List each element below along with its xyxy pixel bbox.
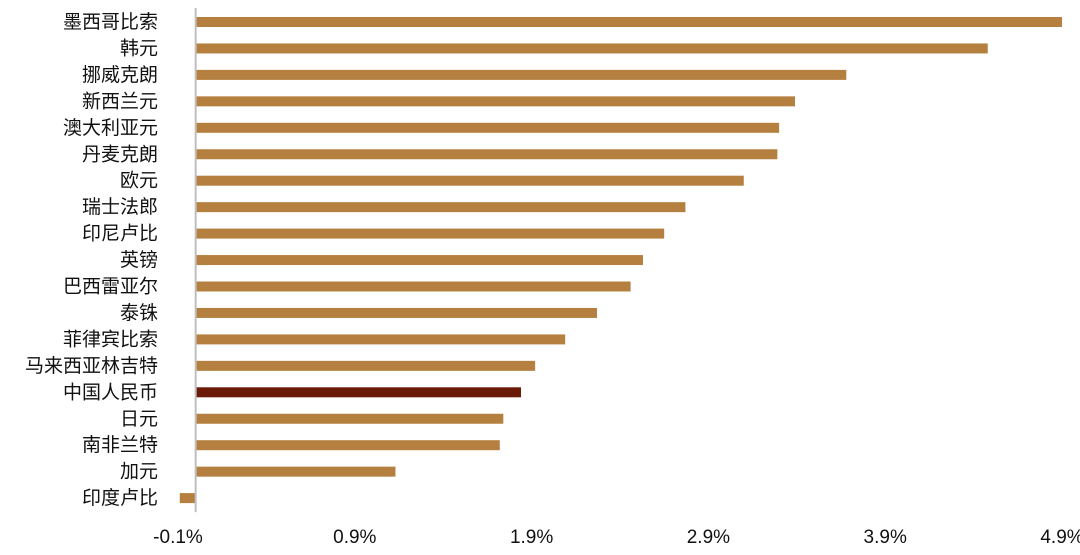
category-labels: 墨西哥比索韩元挪威克朗新西兰元澳大利亚元丹麦克朗欧元瑞士法郎印尼卢比英镑巴西雷亚… xyxy=(25,11,158,509)
bar-9 xyxy=(195,228,665,239)
category-label-11: 巴西雷亚尔 xyxy=(63,276,158,298)
category-label-6: 丹麦克朗 xyxy=(82,143,158,165)
bar-13 xyxy=(195,334,566,345)
category-label-18: 加元 xyxy=(120,461,158,483)
bar-14 xyxy=(195,360,536,371)
category-label-15: 中国人民币 xyxy=(63,381,158,403)
bar-4 xyxy=(195,96,796,107)
x-tick-label-4: 2.9% xyxy=(687,527,730,548)
category-label-12: 泰铢 xyxy=(120,302,158,324)
bar-7 xyxy=(195,175,744,186)
category-label-1: 墨西哥比索 xyxy=(63,11,158,33)
category-label-19: 印度卢比 xyxy=(82,487,158,509)
x-tick-labels: -0.1% 0.9% 1.9% 2.9% 3.9% 4.9% xyxy=(153,527,1080,548)
x-tick-label-1: -0.1% xyxy=(153,527,203,548)
x-tick-label-2: 0.9% xyxy=(333,527,376,548)
x-tick-label-3: 1.9% xyxy=(510,527,553,548)
bar-19 xyxy=(179,493,196,504)
category-label-16: 日元 xyxy=(120,408,158,430)
bar-3 xyxy=(195,69,847,80)
bar-17 xyxy=(195,440,500,451)
bar-15 xyxy=(195,387,521,398)
category-label-9: 印尼卢比 xyxy=(82,223,158,245)
bar-2 xyxy=(195,43,988,54)
bar-5 xyxy=(195,122,780,133)
bar-12 xyxy=(195,307,598,318)
bar-6 xyxy=(195,149,778,160)
category-label-13: 菲律宾比索 xyxy=(63,328,158,350)
category-label-17: 南非兰特 xyxy=(82,434,158,456)
category-label-10: 英镑 xyxy=(120,249,158,271)
category-label-14: 马来西亚林吉特 xyxy=(25,355,158,377)
category-label-4: 新西兰元 xyxy=(82,90,158,112)
bar-8 xyxy=(195,202,686,213)
category-label-2: 韩元 xyxy=(120,37,158,59)
category-label-7: 欧元 xyxy=(120,170,158,192)
bar-16 xyxy=(195,413,504,424)
category-label-3: 挪威克朗 xyxy=(82,64,158,86)
x-tick-label-6: 4.9% xyxy=(1040,527,1080,548)
x-tick-label-5: 3.9% xyxy=(864,527,907,548)
bar-1 xyxy=(195,17,1062,27)
bar-10 xyxy=(195,255,643,266)
category-label-5: 澳大利亚元 xyxy=(63,117,158,139)
bar-18 xyxy=(195,466,396,477)
bar-11 xyxy=(195,281,631,292)
bars-group xyxy=(179,17,1062,504)
category-label-8: 瑞士法郎 xyxy=(82,196,158,218)
